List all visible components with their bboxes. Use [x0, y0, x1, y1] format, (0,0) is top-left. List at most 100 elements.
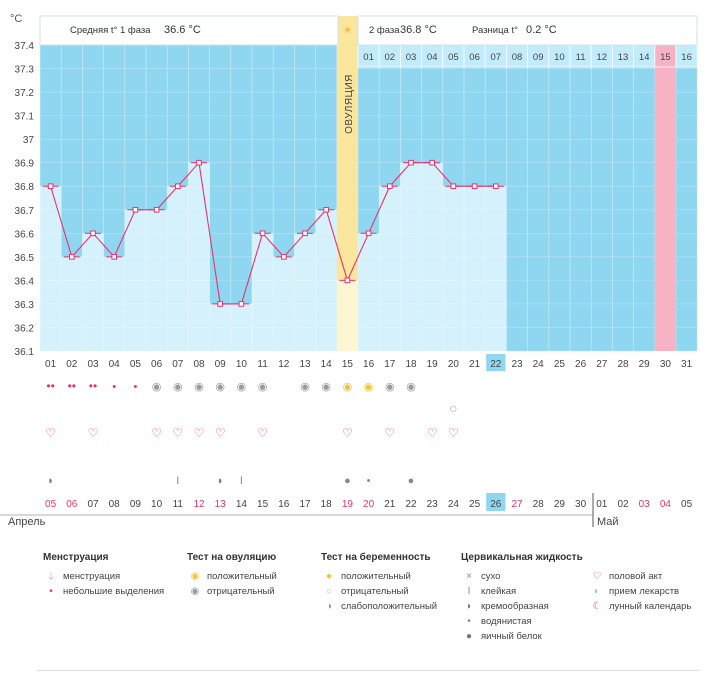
x-tick-label: 10	[236, 359, 248, 370]
egg-white-icon: ●	[465, 631, 473, 642]
current-day-marker	[486, 354, 506, 371]
temperature-point	[344, 277, 351, 284]
ovulation-day-bar	[336, 280, 358, 351]
date-label: 04	[660, 499, 672, 510]
temperature-point	[408, 159, 414, 166]
heart-icon: ♡	[384, 426, 395, 440]
heart-icon: ♡	[448, 426, 459, 440]
date-label: 20	[363, 499, 375, 510]
x-tick-label: 30	[660, 359, 672, 370]
legend-cervical-title: Цервикальная жидкость	[461, 552, 583, 563]
x-tick-label: 27	[596, 359, 608, 370]
y-tick-label: 36.1	[15, 347, 35, 358]
ovulation-band	[336, 16, 358, 351]
x-tick-label: 16	[363, 359, 375, 370]
moon-icon: ☾	[592, 601, 602, 612]
legend-item: • водянистая	[461, 614, 583, 629]
phase2-day-label: 09	[533, 52, 544, 63]
x-tick-label: 09	[215, 359, 227, 370]
x-tick-label: 24	[533, 359, 545, 370]
phase2-day-label: 02	[385, 52, 396, 63]
menstruation-light-icon: •	[133, 381, 137, 393]
date-label: 06	[66, 499, 78, 510]
legend-text: положительный	[341, 571, 411, 582]
y-tick-label: 37	[23, 135, 35, 146]
diff-label: Разница t°	[472, 25, 518, 36]
phase1-header-box	[39, 15, 339, 46]
phase2-value: 36.8 °C	[400, 24, 437, 36]
ovulation-test-negative-icon: ◉	[194, 381, 204, 393]
temperature-bar	[230, 303, 252, 351]
x-tick-label: 20	[448, 359, 460, 370]
temperature-point	[450, 183, 457, 190]
temperature-bar	[252, 233, 274, 351]
legend-text: менструация	[63, 571, 121, 582]
date-label: 03	[639, 499, 651, 510]
temperature-bar	[273, 256, 295, 351]
ovulation-test-positive-icon: ◉	[364, 381, 374, 393]
x-tick-label: 23	[511, 359, 523, 370]
temperature-bar	[188, 162, 210, 351]
y-tick-label: 37.4	[15, 41, 35, 52]
pregnancy-test-weak-icon: ◑	[325, 601, 333, 612]
date-label: 17	[299, 499, 311, 510]
temperature-bar	[379, 186, 401, 351]
y-tick-label: 36.6	[15, 229, 35, 240]
x-tick-label: 21	[469, 359, 481, 370]
legend-item: ● яичный белок	[461, 629, 583, 644]
temperature-point	[217, 301, 223, 307]
legend-text: лунный календарь	[609, 601, 692, 612]
x-tick-label: 28	[617, 359, 629, 370]
date-label: 07	[87, 499, 99, 510]
creamy-icon: ◗	[465, 601, 473, 612]
x-tick-label: 17	[384, 359, 396, 370]
date-label: 09	[130, 499, 142, 510]
legend-item: ◉ отрицательный	[187, 584, 277, 599]
phase2-label: 2 фаза	[369, 25, 400, 36]
pregnancy-test-positive-icon: ●	[325, 571, 333, 582]
sticky-icon: I	[176, 475, 179, 487]
heart-icon: ♡	[215, 426, 226, 440]
temperature-point	[281, 254, 287, 260]
legend-pregnancy-test-title: Тест на беременность	[321, 552, 431, 563]
date-label: 02	[617, 499, 629, 510]
date-label: 10	[151, 499, 163, 510]
temperature-point	[47, 183, 54, 190]
date-label: 14	[236, 499, 248, 510]
ovulation-label: ОВУЛЯЦИЯ	[344, 74, 355, 134]
temperature-point	[429, 159, 435, 166]
x-tick-label: 22	[490, 359, 502, 370]
date-label: 11	[173, 499, 184, 510]
temperature-point	[132, 206, 139, 213]
y-tick-label: 36.5	[15, 253, 35, 264]
highlight-day-band	[654, 45, 676, 351]
legend-other: ♡ половой акт ◐ прием лекарств ☾ лунный кал…	[589, 552, 692, 614]
heart-icon: ♡	[45, 426, 56, 440]
ovulation-test-negative-icon: ◉	[406, 381, 416, 393]
legend-text: клейкая	[481, 586, 517, 597]
phase2-day-label: 07	[491, 52, 502, 63]
sticky-icon: I	[467, 586, 471, 597]
heart-icon: ♡	[151, 426, 162, 440]
date-label: 08	[109, 499, 121, 510]
x-tick-label: 11	[257, 359, 268, 370]
phase2-day-label: 12	[597, 52, 608, 63]
creamy-icon: ◗	[47, 475, 54, 487]
temperature-bar	[442, 186, 464, 351]
temperature-line	[50, 161, 496, 305]
phase1-value: 36.6 °C	[164, 24, 201, 36]
date-label: 21	[384, 499, 396, 510]
phase1-label: Средняя t° 1 фаза	[70, 25, 151, 36]
phase2-day-label: 13	[618, 52, 629, 63]
temperature-bar	[421, 162, 443, 351]
pill-icon: ◐	[593, 586, 601, 597]
temperature-point	[196, 159, 202, 166]
legend-item: • небольшие выделения	[43, 584, 164, 599]
ovulation-test-negative-icon: ◉	[385, 381, 395, 393]
x-tick-label: 13	[299, 359, 311, 370]
dry-icon: ×	[466, 571, 472, 582]
temperature-bar	[400, 162, 422, 351]
date-label: 28	[533, 499, 545, 510]
legend-text: слабоположительный	[341, 601, 438, 612]
